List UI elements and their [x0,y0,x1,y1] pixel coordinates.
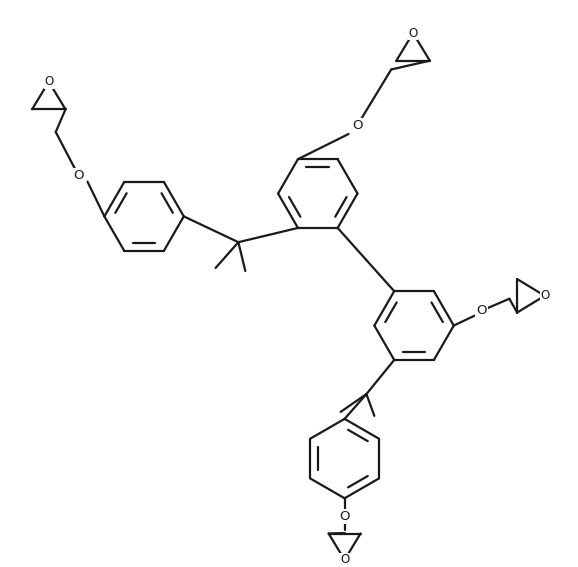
Text: O: O [409,27,418,40]
Text: O: O [476,304,487,317]
Text: O: O [73,169,84,182]
Text: O: O [44,75,53,88]
Text: O: O [352,119,363,132]
Text: O: O [340,553,349,566]
Text: O: O [540,289,549,302]
Text: O: O [339,510,350,523]
